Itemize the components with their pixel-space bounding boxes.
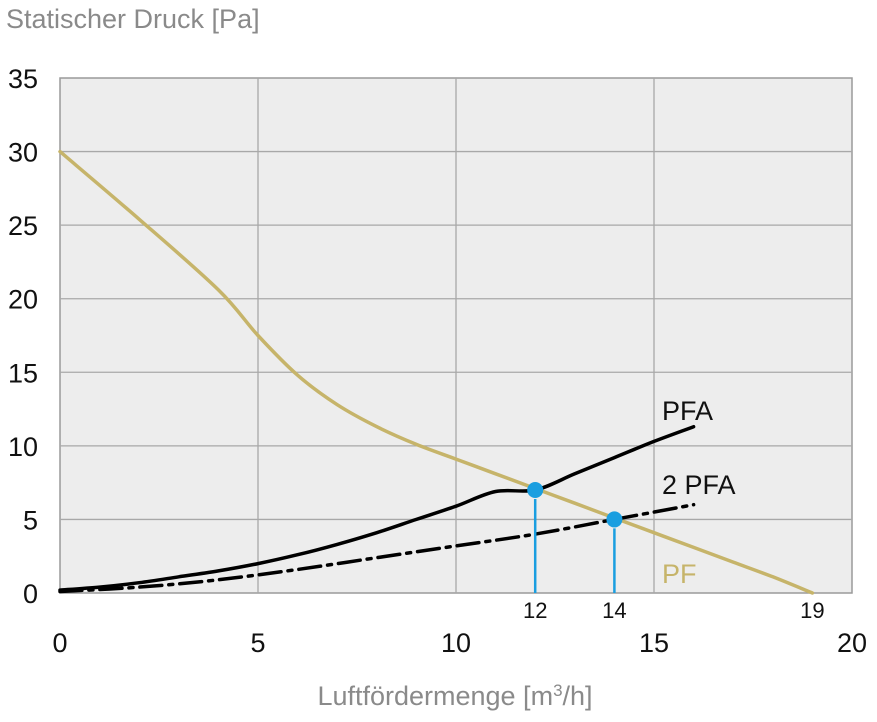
series-label-pf: PF (662, 559, 697, 589)
operating-points: 12 14 19 (523, 482, 825, 623)
y-tick-label: 20 (8, 285, 38, 315)
marked-x-label: 19 (800, 598, 824, 623)
operating-point-marker (606, 511, 623, 528)
x-axis-title-unit: /h] (563, 681, 593, 711)
operating-point-label: 12 (523, 598, 547, 623)
x-tick-label: 10 (441, 628, 471, 658)
x-tick-label: 0 (52, 628, 67, 658)
y-tick-label: 0 (23, 579, 38, 609)
series-layer: PF PFA 2 PFA (58, 149, 815, 595)
y-tick-label: 30 (8, 138, 38, 168)
y-tick-label: 5 (23, 505, 38, 535)
x-axis-title-superscript: 3 (553, 681, 562, 700)
x-tick-label: 20 (837, 628, 867, 658)
x-tick-label: 5 (250, 628, 265, 658)
operating-point-label: 14 (602, 598, 626, 623)
series-line-2-pfa (58, 502, 696, 594)
series-label-2-pfa: 2 PFA (662, 470, 736, 500)
series-line-pf (58, 149, 815, 595)
x-axis-title-main: Luftfördermenge [m (317, 681, 553, 711)
operating-point-marker (527, 482, 544, 498)
tick-labels: 0 5 10 15 20 25 30 35 0 5 10 15 20 (8, 64, 867, 658)
x-axis-title: Luftfördermenge [m3/h] (317, 681, 592, 712)
y-axis-title: Statischer Druck [Pa] (6, 4, 260, 34)
y-tick-label: 10 (8, 432, 38, 462)
grid (60, 78, 852, 593)
series-line-pfa (58, 424, 696, 592)
series-label-pfa: PFA (662, 396, 713, 426)
y-tick-label: 35 (8, 64, 38, 94)
x-tick-label: 15 (639, 628, 669, 658)
y-tick-label: 25 (8, 211, 38, 241)
y-tick-label: 15 (8, 358, 38, 388)
